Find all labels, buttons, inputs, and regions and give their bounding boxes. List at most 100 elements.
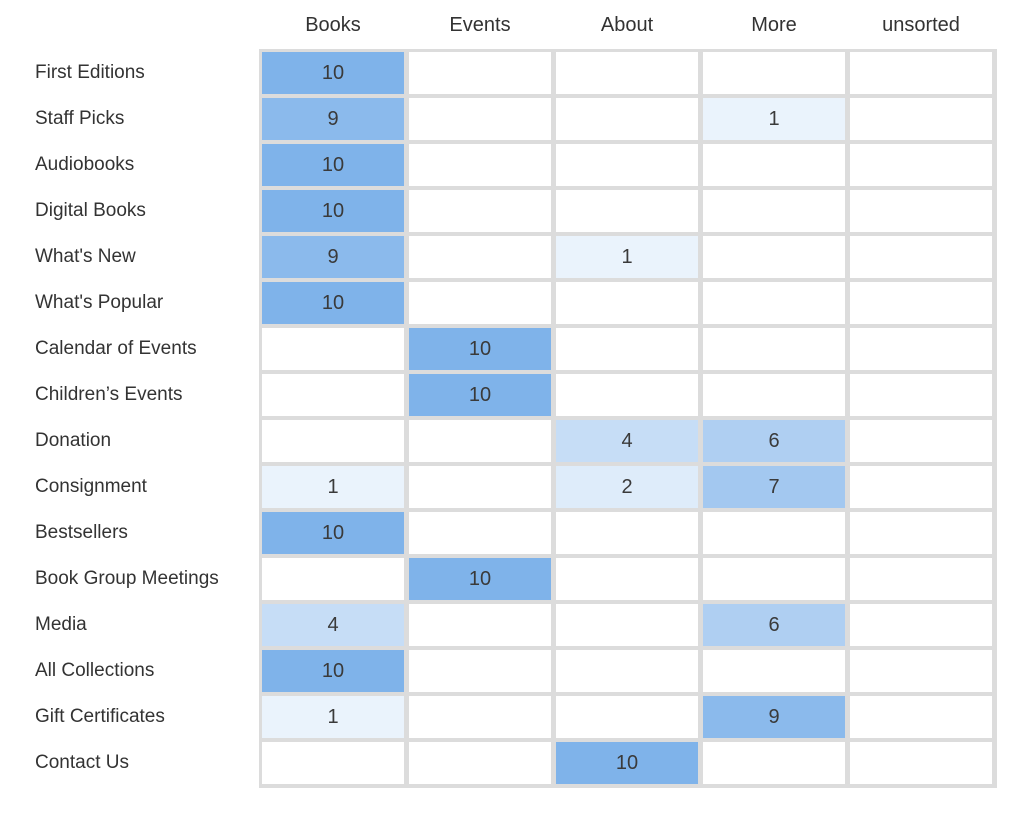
heatmap-cell (409, 420, 551, 462)
heatmap-cell (409, 466, 551, 508)
heatmap-cell (703, 650, 845, 692)
row-label-donation: Donation (35, 430, 112, 451)
row-label-staff-picks: Staff Picks (35, 108, 125, 129)
column-label-unsorted: unsorted (882, 14, 960, 36)
row-label-calendar-of-events: Calendar of Events (35, 338, 197, 359)
heatmap-cell: 6 (703, 420, 845, 462)
row-label-what-s-popular: What's Popular (35, 292, 164, 313)
heatmap-cell: 10 (262, 512, 404, 554)
heatmap-cell (850, 604, 992, 646)
heatmap-cell (556, 558, 698, 600)
heatmap-cell (850, 696, 992, 738)
heatmap-cell (850, 98, 992, 140)
heatmap-cell (262, 742, 404, 784)
heatmap-cell (703, 52, 845, 94)
heatmap-cell (703, 190, 845, 232)
heatmap-cell (556, 98, 698, 140)
heatmap-cell (850, 420, 992, 462)
row-label-consignment: Consignment (35, 476, 147, 497)
heatmap-cell (850, 374, 992, 416)
heatmap-cell: 4 (556, 420, 698, 462)
heatmap-cell: 4 (262, 604, 404, 646)
row-label-media: Media (35, 614, 87, 635)
heatmap-cell (409, 696, 551, 738)
heatmap-cell (850, 52, 992, 94)
heatmap-cell (262, 328, 404, 370)
column-label-about: About (600, 14, 654, 36)
heatmap-cell (703, 144, 845, 186)
row-label-book-group-meetings: Book Group Meetings (35, 568, 219, 589)
heatmap-cell (850, 144, 992, 186)
heatmap-cell (262, 420, 404, 462)
heatmap-cell (556, 374, 698, 416)
heatmap-cell (703, 282, 845, 324)
row-label-children-s-events: Children’s Events (35, 384, 183, 405)
heatmap-cell (703, 374, 845, 416)
heatmap-cell (850, 558, 992, 600)
heatmap-cell: 10 (262, 52, 404, 94)
heatmap-cell: 10 (262, 650, 404, 692)
heatmap-grid: 10 9 1 10 10 9 1 10 10 10 4 6 1 2 7 10 10 4 6 10 1 9 10 (259, 49, 997, 788)
heatmap-cell: 9 (703, 696, 845, 738)
column-label-books: Books (305, 14, 361, 36)
heatmap-cell (850, 190, 992, 232)
heatmap-cell: 10 (556, 742, 698, 784)
heatmap-cell (556, 512, 698, 554)
heatmap-cell (703, 512, 845, 554)
heatmap-cell (556, 604, 698, 646)
row-label-audiobooks: Audiobooks (35, 154, 135, 175)
heatmap-cell (556, 190, 698, 232)
heatmap-cell (556, 52, 698, 94)
heatmap-cell: 1 (703, 98, 845, 140)
heatmap-cell (262, 558, 404, 600)
heatmap-cell (703, 236, 845, 278)
heatmap-cell (556, 328, 698, 370)
heatmap-cell (850, 650, 992, 692)
heatmap-cell: 7 (703, 466, 845, 508)
row-label-what-s-new: What's New (35, 246, 136, 267)
row-label-bestsellers: Bestsellers (35, 522, 128, 543)
heatmap-cell: 6 (703, 604, 845, 646)
heatmap-cell: 10 (262, 190, 404, 232)
heatmap-cell (409, 236, 551, 278)
column-label-more: More (751, 14, 797, 36)
heatmap-cell (850, 466, 992, 508)
heatmap-cell (556, 144, 698, 186)
row-label-all-collections: All Collections (35, 660, 155, 681)
heatmap-cell (556, 650, 698, 692)
row-label-contact-us: Contact Us (35, 752, 129, 773)
heatmap-cell: 1 (556, 236, 698, 278)
heatmap-cell (556, 696, 698, 738)
heatmap-cell: 1 (262, 696, 404, 738)
heatmap-cell (850, 236, 992, 278)
heatmap-cell: 10 (262, 144, 404, 186)
heatmap-cell: 9 (262, 98, 404, 140)
heatmap-cell: 10 (409, 328, 551, 370)
heatmap-cell (409, 98, 551, 140)
heatmap-cell (556, 282, 698, 324)
heatmap-cell (409, 52, 551, 94)
heatmap-cell: 1 (262, 466, 404, 508)
row-label-digital-books: Digital Books (35, 200, 146, 221)
heatmap-cell (850, 282, 992, 324)
heatmap-cell: 9 (262, 236, 404, 278)
heatmap-cell (409, 190, 551, 232)
column-label-events: Events (449, 14, 511, 36)
heatmap-cell (703, 328, 845, 370)
heatmap-cell: 10 (409, 558, 551, 600)
heatmap-cell (409, 742, 551, 784)
heatmap-cell (409, 282, 551, 324)
heatmap-cell: 10 (262, 282, 404, 324)
heatmap-cell (850, 512, 992, 554)
row-label-gift-certificates: Gift Certificates (35, 706, 165, 727)
heatmap-cell (409, 650, 551, 692)
heatmap-cell (409, 144, 551, 186)
heatmap-cell: 2 (556, 466, 698, 508)
heatmap-cell (850, 328, 992, 370)
heatmap-cell (409, 512, 551, 554)
heatmap-cell (703, 742, 845, 784)
heatmap-cell (262, 374, 404, 416)
heatmap-cell (409, 604, 551, 646)
row-label-first-editions: First Editions (35, 62, 145, 83)
